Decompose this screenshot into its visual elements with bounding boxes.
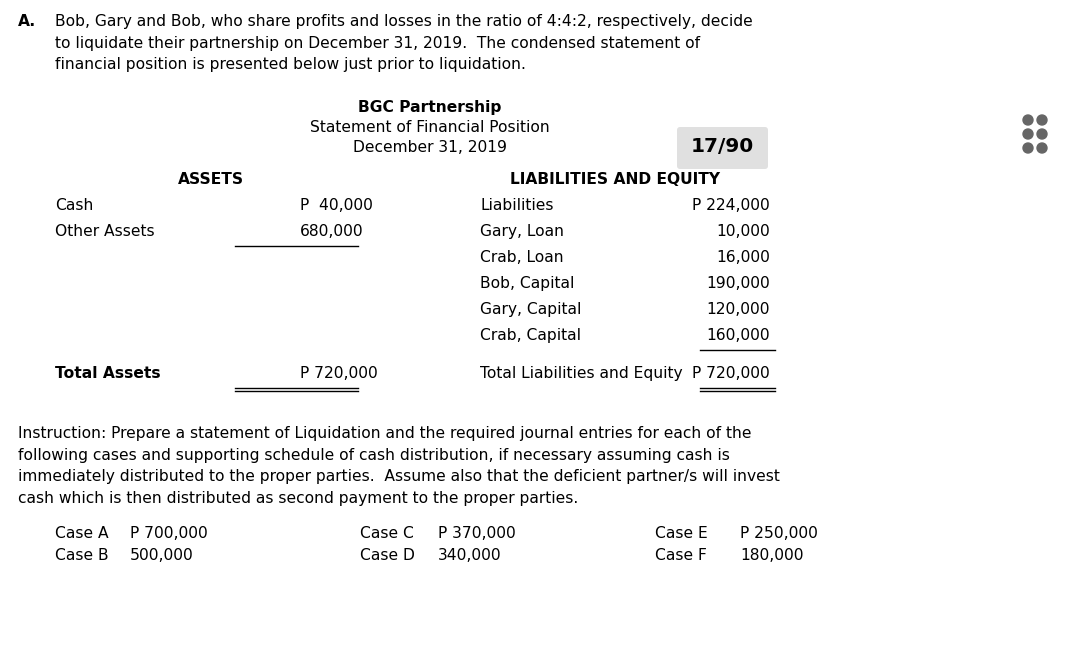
Text: ASSETS: ASSETS [178, 172, 244, 187]
Circle shape [1037, 115, 1047, 125]
FancyBboxPatch shape [677, 127, 768, 169]
Text: P 720,000: P 720,000 [692, 366, 770, 381]
Text: Case D: Case D [360, 548, 415, 563]
Text: P 370,000: P 370,000 [438, 526, 516, 541]
Text: Case C: Case C [360, 526, 414, 541]
Text: 680,000: 680,000 [300, 224, 364, 239]
Text: 160,000: 160,000 [706, 328, 770, 343]
Circle shape [1023, 143, 1032, 153]
Text: P 720,000: P 720,000 [300, 366, 378, 381]
Text: 16,000: 16,000 [716, 250, 770, 265]
Text: 500,000: 500,000 [130, 548, 193, 563]
Text: LIABILITIES AND EQUITY: LIABILITIES AND EQUITY [510, 172, 720, 187]
Text: BGC Partnership: BGC Partnership [359, 100, 502, 115]
Text: 10,000: 10,000 [716, 224, 770, 239]
Text: Total Liabilities and Equity: Total Liabilities and Equity [480, 366, 683, 381]
Text: December 31, 2019: December 31, 2019 [353, 140, 507, 155]
Text: Other Assets: Other Assets [55, 224, 154, 239]
Circle shape [1037, 143, 1047, 153]
Text: P 224,000: P 224,000 [692, 198, 770, 213]
Text: Statement of Financial Position: Statement of Financial Position [310, 120, 550, 135]
Text: 180,000: 180,000 [740, 548, 804, 563]
Text: Bob, Capital: Bob, Capital [480, 276, 575, 291]
Text: Cash: Cash [55, 198, 93, 213]
Text: Total Assets: Total Assets [55, 366, 161, 381]
Text: Case A: Case A [55, 526, 109, 541]
Text: 17/90: 17/90 [690, 136, 754, 155]
Text: Crab, Capital: Crab, Capital [480, 328, 581, 343]
Circle shape [1037, 129, 1047, 139]
Text: Liabilities: Liabilities [480, 198, 554, 213]
Text: A.: A. [18, 14, 37, 29]
Text: Bob, Gary and Bob, who share profits and losses in the ratio of 4:4:2, respectiv: Bob, Gary and Bob, who share profits and… [55, 14, 753, 72]
Text: Crab, Loan: Crab, Loan [480, 250, 564, 265]
Text: Gary, Capital: Gary, Capital [480, 302, 581, 317]
Text: Case E: Case E [654, 526, 707, 541]
Text: P 250,000: P 250,000 [740, 526, 818, 541]
Text: 120,000: 120,000 [706, 302, 770, 317]
Text: Case F: Case F [654, 548, 707, 563]
Text: Case B: Case B [55, 548, 109, 563]
Text: P 700,000: P 700,000 [130, 526, 207, 541]
Circle shape [1023, 115, 1032, 125]
Text: P  40,000: P 40,000 [300, 198, 373, 213]
Text: 340,000: 340,000 [438, 548, 501, 563]
Text: Gary, Loan: Gary, Loan [480, 224, 564, 239]
Text: 190,000: 190,000 [706, 276, 770, 291]
Text: Instruction: Prepare a statement of Liquidation and the required journal entries: Instruction: Prepare a statement of Liqu… [18, 426, 780, 506]
Circle shape [1023, 129, 1032, 139]
